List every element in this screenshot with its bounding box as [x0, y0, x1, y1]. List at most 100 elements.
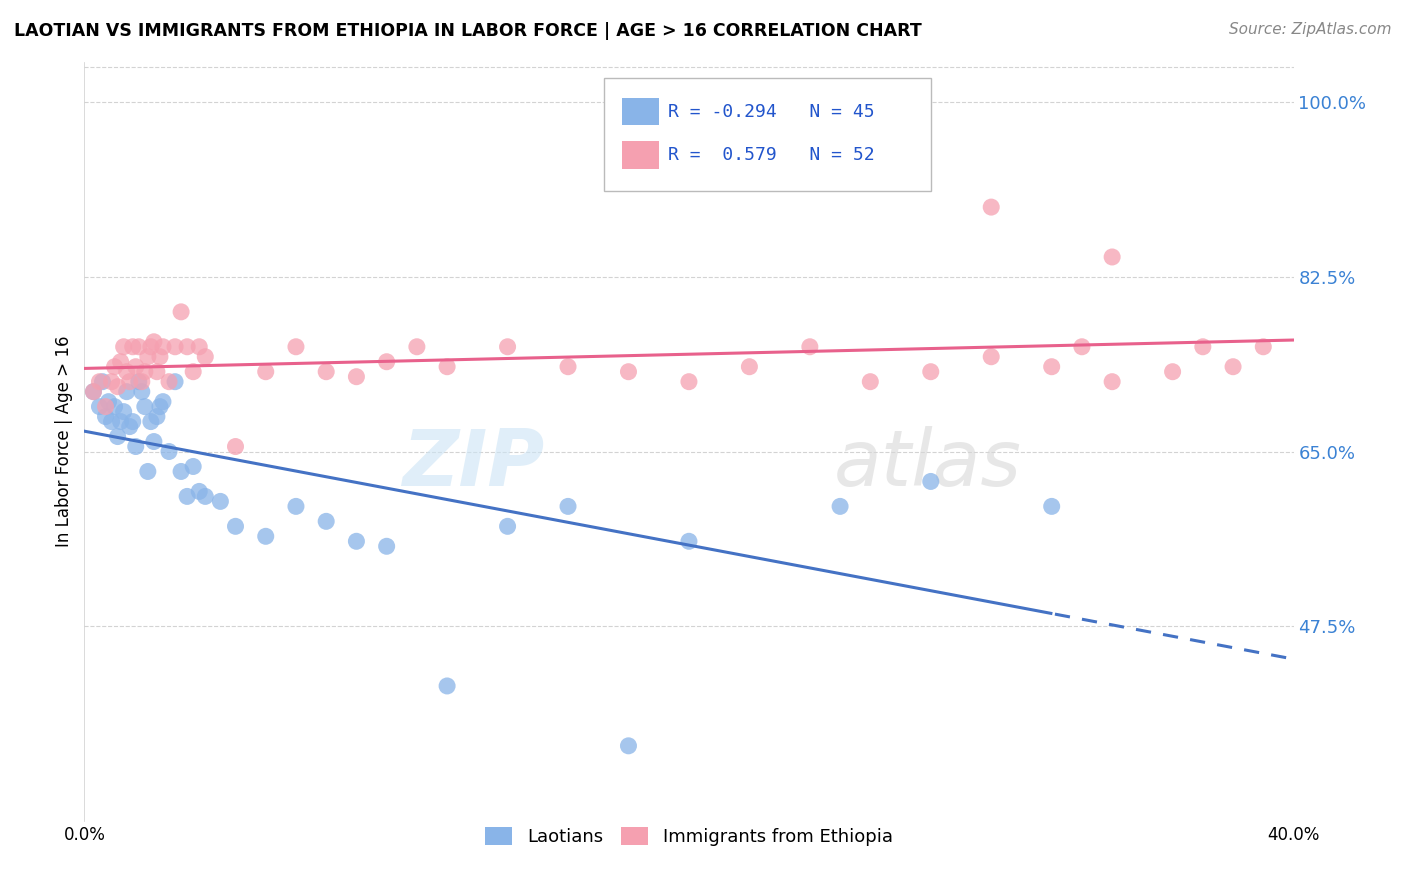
- Point: [110, 415, 132, 429]
- Point: [110, 355, 132, 369]
- Point: [115, 384, 138, 399]
- Point: [617, 365, 640, 379]
- Point: [100, 375, 122, 389]
- Point: [859, 375, 882, 389]
- Point: [1071, 340, 1094, 354]
- Point: [176, 490, 198, 504]
- Point: [142, 434, 165, 449]
- Point: [100, 415, 122, 429]
- Legend: Laotians, Immigrants from Ethiopia: Laotians, Immigrants from Ethiopia: [478, 820, 900, 854]
- Point: [118, 419, 141, 434]
- Point: [107, 379, 129, 393]
- Point: [1040, 359, 1063, 374]
- Point: [91, 375, 114, 389]
- Point: [157, 444, 180, 458]
- Point: [104, 359, 127, 374]
- Point: [1192, 340, 1215, 354]
- Point: [125, 359, 148, 374]
- Point: [678, 534, 700, 549]
- Point: [799, 340, 821, 354]
- Point: [980, 350, 1002, 364]
- Point: [1161, 365, 1184, 379]
- Point: [125, 440, 148, 454]
- Point: [165, 375, 187, 389]
- Point: [194, 490, 217, 504]
- Point: [131, 384, 153, 399]
- Point: [496, 340, 519, 354]
- Point: [149, 350, 172, 364]
- Point: [146, 365, 169, 379]
- Text: LAOTIAN VS IMMIGRANTS FROM ETHIOPIA IN LABOR FORCE | AGE > 16 CORRELATION CHART: LAOTIAN VS IMMIGRANTS FROM ETHIOPIA IN L…: [14, 22, 922, 40]
- Point: [188, 484, 211, 499]
- Point: [1253, 340, 1275, 354]
- Point: [980, 200, 1002, 214]
- Point: [121, 415, 143, 429]
- Point: [170, 465, 193, 479]
- Point: [165, 340, 187, 354]
- Point: [225, 519, 247, 533]
- FancyBboxPatch shape: [605, 78, 931, 191]
- Point: [89, 400, 111, 414]
- Point: [157, 375, 180, 389]
- Point: [557, 359, 579, 374]
- Point: [131, 375, 153, 389]
- Point: [1040, 500, 1063, 514]
- Point: [346, 534, 368, 549]
- Point: [97, 394, 120, 409]
- Point: [209, 494, 232, 508]
- Point: [557, 500, 579, 514]
- Point: [152, 394, 174, 409]
- Point: [1101, 250, 1123, 264]
- Point: [225, 440, 247, 454]
- Point: [436, 359, 458, 374]
- Point: [375, 355, 398, 369]
- Point: [128, 340, 150, 354]
- Point: [136, 350, 159, 364]
- Point: [254, 529, 277, 543]
- Point: [112, 404, 135, 418]
- Point: [315, 365, 337, 379]
- Point: [738, 359, 761, 374]
- Point: [94, 400, 117, 414]
- Point: [82, 384, 104, 399]
- Point: [254, 365, 277, 379]
- Point: [1101, 375, 1123, 389]
- Text: atlas: atlas: [834, 426, 1022, 502]
- Point: [121, 340, 143, 354]
- Point: [139, 340, 162, 354]
- Point: [152, 340, 174, 354]
- Point: [112, 340, 135, 354]
- Text: ZIP: ZIP: [402, 426, 544, 502]
- Point: [134, 400, 156, 414]
- Point: [285, 340, 308, 354]
- Point: [920, 365, 942, 379]
- Bar: [623, 141, 659, 169]
- Point: [136, 465, 159, 479]
- Point: [406, 340, 429, 354]
- Bar: [623, 98, 659, 126]
- Point: [170, 305, 193, 319]
- Point: [181, 365, 204, 379]
- Point: [142, 334, 165, 349]
- Text: R =  0.579   N = 52: R = 0.579 N = 52: [668, 146, 875, 164]
- Point: [104, 400, 127, 414]
- Point: [146, 409, 169, 424]
- Point: [285, 500, 308, 514]
- Point: [115, 365, 138, 379]
- Point: [830, 500, 852, 514]
- Point: [194, 350, 217, 364]
- Point: [107, 429, 129, 443]
- Y-axis label: In Labor Force | Age > 16: In Labor Force | Age > 16: [55, 335, 73, 548]
- Point: [94, 409, 117, 424]
- Point: [134, 365, 156, 379]
- Point: [139, 415, 162, 429]
- Point: [920, 475, 942, 489]
- Point: [617, 739, 640, 753]
- Point: [181, 459, 204, 474]
- Point: [496, 519, 519, 533]
- Point: [118, 375, 141, 389]
- Point: [678, 375, 700, 389]
- Point: [346, 369, 368, 384]
- Point: [375, 539, 398, 553]
- Point: [315, 514, 337, 528]
